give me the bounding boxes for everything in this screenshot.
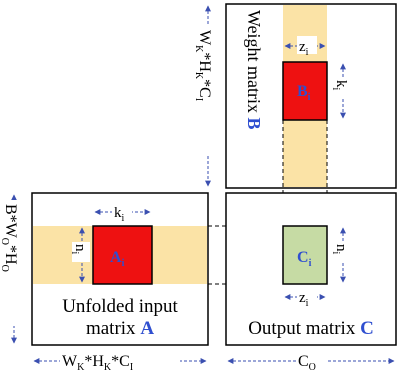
input-block-a: [92, 225, 153, 285]
input-k-label: ki: [114, 205, 125, 224]
output-block-label: Ci: [297, 249, 312, 269]
weight-block-label: Bi: [297, 83, 311, 103]
weight-rows-dim: WK*HK*CI: [193, 30, 213, 101]
weight-matrix-label: Weight matrix B: [244, 10, 264, 130]
input-cols-dim: WK*HK*CI: [62, 353, 133, 373]
input-matrix-label-line2: matrix A: [86, 318, 154, 339]
output-cols-dim: CO: [298, 353, 316, 373]
input-matrix-label-line1: Unfolded input: [62, 296, 178, 317]
output-n-label: ni: [330, 244, 349, 255]
output-block-c: [282, 225, 328, 285]
input-n-label: ni: [69, 244, 88, 255]
output-matrix: Ci zi ni Output matrix C CO: [225, 192, 397, 373]
output-z-label: zi: [299, 290, 309, 309]
input-matrix: Ai ki ni Unfolded input matrix A B*WO*HO…: [0, 192, 209, 373]
weight-block-b: [282, 61, 328, 121]
output-matrix-label: Output matrix C: [248, 318, 374, 339]
input-rows-dim: B*WO*HO: [0, 204, 19, 272]
weight-z-label: zi: [299, 39, 309, 58]
input-block-label: Ai: [110, 249, 125, 269]
weight-matrix: Bi zi ki Weight matrix B WK*HK*CI: [193, 3, 397, 189]
weight-k-label: ki: [330, 80, 349, 91]
